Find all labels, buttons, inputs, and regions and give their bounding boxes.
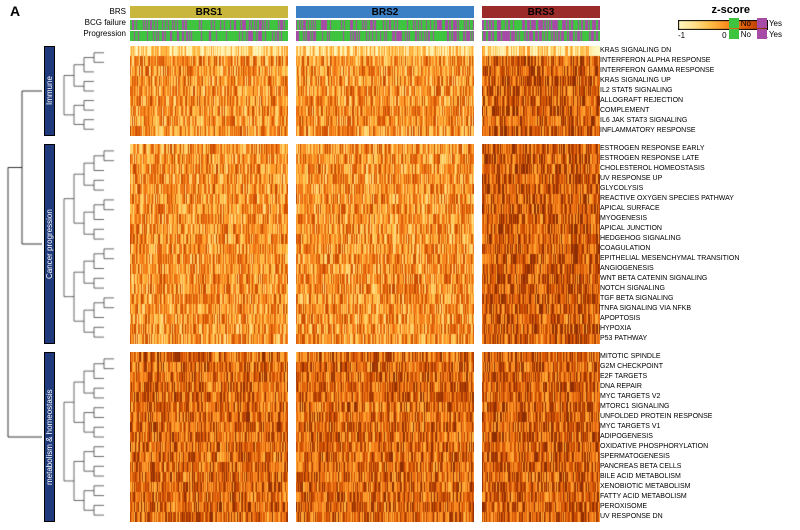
row-group-labels: Immune Cancer progression metabolism & hom… [44, 46, 60, 530]
pathway-label: INTERFERON GAMMA RESPONSE [600, 66, 739, 76]
pathway-label: BILE ACID METABOLISM [600, 472, 739, 482]
zscore-tick: 0 [722, 31, 726, 40]
pathway-label: NOTCH SIGNALING [600, 284, 739, 294]
pathway-label: P53 PATHWAY [600, 334, 739, 344]
anno-track [296, 31, 474, 41]
legend-swatch [729, 18, 739, 28]
legend: No Yes No Yes [729, 18, 786, 40]
annotation-labels: BRS BCG failure Progression [62, 6, 126, 39]
pathway-label: ESTROGEN RESPONSE EARLY [600, 144, 739, 154]
pathway-label: HEDGEHOG SIGNALING [600, 234, 739, 244]
pathway-label: REACTIVE OXYGEN SPECIES PATHWAY [600, 194, 739, 204]
brs-header-brs1: BRS1 [130, 6, 288, 18]
pathway-label: MYC TARGETS V1 [600, 422, 739, 432]
pathway-label: ESTROGEN RESPONSE LATE [600, 154, 739, 164]
heatmap-block [296, 144, 474, 344]
heatmap-area [130, 46, 600, 530]
pathway-label: HYPOXIA [600, 324, 739, 334]
row-group-cancer-progression: Cancer progression [44, 144, 55, 344]
pathway-label: DNA REPAIR [600, 382, 739, 392]
anno-label-bcg: BCG failure [62, 17, 126, 28]
anno-track [296, 20, 474, 30]
pathway-label: UNFOLDED PROTEIN RESPONSE [600, 412, 739, 422]
pathway-label: TGF BETA SIGNALING [600, 294, 739, 304]
pathway-label: TNFA SIGNALING VIA NFKB [600, 304, 739, 314]
zscore-label: z-score [711, 4, 750, 16]
row-group-metabolism-homeostasis: metabolism & homeostasis [44, 352, 55, 522]
pathway-label: MTORC1 SIGNALING [600, 402, 739, 412]
dendrogram [62, 144, 128, 344]
anno-label-prog: Progression [62, 28, 126, 39]
pathway-label: UV RESPONSE DN [600, 512, 739, 522]
heatmap-block [482, 144, 600, 344]
pathway-label: SPERMATOGENESIS [600, 452, 739, 462]
pathway-label: E2F TARGETS [600, 372, 739, 382]
legend-swatch [757, 18, 767, 28]
panel-label: A [10, 3, 20, 19]
heatmap-block [130, 352, 288, 522]
dendrogram-outer [2, 46, 42, 522]
pathway-label: EPITHELIAL MESENCHYMAL TRANSITION [600, 254, 739, 264]
pathway-label: KRAS SIGNALING DN [600, 46, 739, 56]
pathway-label: PANCREAS BETA CELLS [600, 462, 739, 472]
legend-swatch [729, 29, 739, 39]
row-group-immune: Immune [44, 46, 55, 136]
anno-label-brs: BRS [62, 6, 126, 17]
legend-swatch [757, 29, 767, 39]
pathway-label: APICAL JUNCTION [600, 224, 739, 234]
pathway-label: KRAS SIGNALING UP [600, 76, 739, 86]
heatmap-block [130, 46, 288, 136]
anno-track [130, 20, 288, 30]
pathway-labels: KRAS SIGNALING DNINTERFERON ALPHA RESPON… [600, 46, 739, 530]
pathway-label: MYC TARGETS V2 [600, 392, 739, 402]
pathway-label: COAGULATION [600, 244, 739, 254]
pathway-label: UV RESPONSE UP [600, 174, 739, 184]
pathway-label: IL6 JAK STAT3 SIGNALING [600, 116, 739, 126]
pathway-label: OXIDATIVE PHOSPHORYLATION [600, 442, 739, 452]
heatmap-block [482, 46, 600, 136]
annotation-tracks [130, 20, 600, 42]
pathway-label: XENOBIOTIC METABOLISM [600, 482, 739, 492]
pathway-label: INFLAMMATORY RESPONSE [600, 126, 739, 136]
legend-label: No [741, 30, 751, 39]
dendrogram [62, 46, 128, 136]
pathway-label: APICAL SURFACE [600, 204, 739, 214]
pathway-label: MITOTIC SPINDLE [600, 352, 739, 362]
zscore-tick: -1 [678, 31, 685, 40]
row-dendrogram-inner [62, 46, 128, 530]
pathway-label: FATTY ACID METABOLISM [600, 492, 739, 502]
row-dendrogram-outer [2, 46, 42, 527]
heatmap-block [296, 46, 474, 136]
pathway-label: GLYCOLYSIS [600, 184, 739, 194]
anno-track [130, 31, 288, 41]
pathway-label: G2M CHECKPOINT [600, 362, 739, 372]
pathway-label: WNT BETA CATENIN SIGNALING [600, 274, 739, 284]
legend-label: Yes [769, 19, 782, 28]
heatmap-block [482, 352, 600, 522]
pathway-label: COMPLEMENT [600, 106, 739, 116]
pathway-label: CHOLESTEROL HOMEOSTASIS [600, 164, 739, 174]
legend-label: No [741, 19, 751, 28]
pathway-label: ADIPOGENESIS [600, 432, 739, 442]
pathway-label: MYOGENESIS [600, 214, 739, 224]
heatmap-block [296, 352, 474, 522]
anno-track [482, 20, 600, 30]
pathway-label: ANGIOGENESIS [600, 264, 739, 274]
legend-label: Yes [769, 30, 782, 39]
brs-header-brs3: BRS3 [482, 6, 600, 18]
pathway-label: APOPTOSIS [600, 314, 739, 324]
anno-track [482, 31, 600, 41]
pathway-label: INTERFERON ALPHA RESPONSE [600, 56, 739, 66]
brs-headers: BRS1 BRS2 BRS3 [130, 6, 600, 18]
brs-header-brs2: BRS2 [296, 6, 474, 18]
heatmap-block [130, 144, 288, 344]
pathway-label: PEROXISOME [600, 502, 739, 512]
pathway-label: ALLOGRAFT REJECTION [600, 96, 739, 106]
pathway-label: IL2 STAT5 SIGNALING [600, 86, 739, 96]
dendrogram [62, 352, 128, 522]
